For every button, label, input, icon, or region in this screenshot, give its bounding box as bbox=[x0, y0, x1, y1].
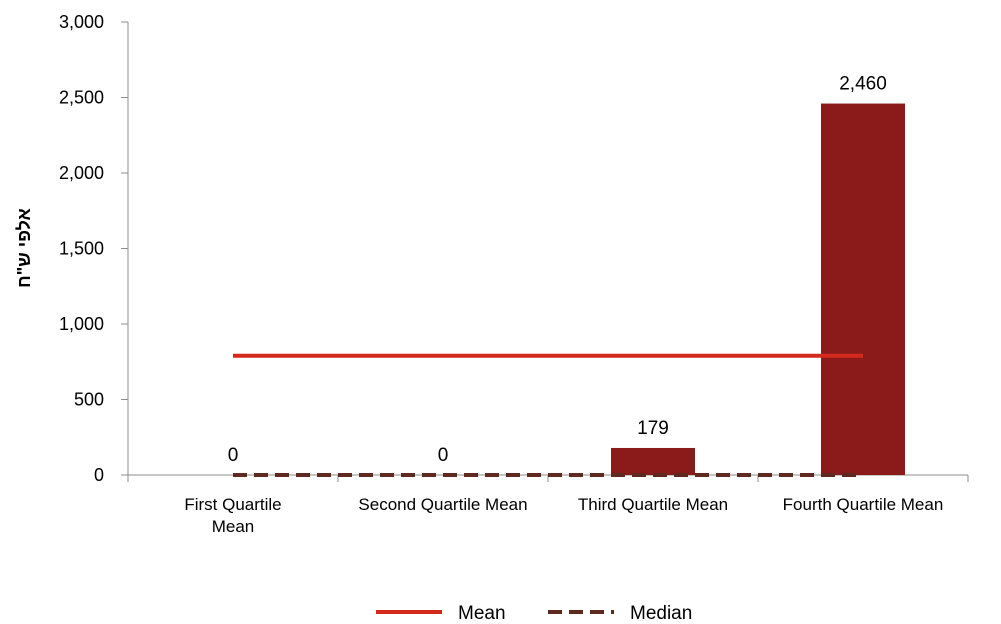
series-lines bbox=[233, 353, 863, 477]
y-tick-label: 2,000 bbox=[59, 163, 104, 183]
y-tick-label: 0 bbox=[94, 465, 104, 485]
x-tick-label: Second Quartile Mean bbox=[358, 495, 527, 514]
legend-label-mean: Mean bbox=[458, 603, 506, 624]
y-tick-label: 500 bbox=[74, 390, 104, 410]
y-tick-label: 1,500 bbox=[59, 239, 104, 259]
y-tick-label: 3,000 bbox=[59, 12, 104, 32]
x-tick-label: Fourth Quartile Mean bbox=[783, 495, 944, 514]
y-axis-title: אלפי ש"ח bbox=[14, 208, 34, 288]
bar-data-label: 0 bbox=[438, 445, 449, 466]
bars bbox=[611, 103, 905, 475]
bar bbox=[611, 447, 695, 475]
data-labels: 0 0 179 2,460 bbox=[228, 74, 887, 466]
bar-data-label: 0 bbox=[228, 445, 239, 466]
y-tick-label: 2,500 bbox=[59, 88, 104, 108]
x-tick-label: Third Quartile Mean bbox=[578, 495, 728, 514]
x-tick-label: First Quartile Mean bbox=[184, 495, 281, 536]
bar bbox=[821, 103, 905, 475]
bar-data-label: 2,460 bbox=[839, 74, 887, 95]
bar-data-label: 179 bbox=[637, 418, 669, 439]
axes: 0 500 1,000 1,500 2,000 2,500 3,000 First Quart… bbox=[59, 12, 969, 536]
legend-label-median: Median bbox=[630, 603, 692, 624]
legend: Mean Median bbox=[376, 603, 692, 624]
y-tick-label: 1,000 bbox=[59, 314, 104, 334]
